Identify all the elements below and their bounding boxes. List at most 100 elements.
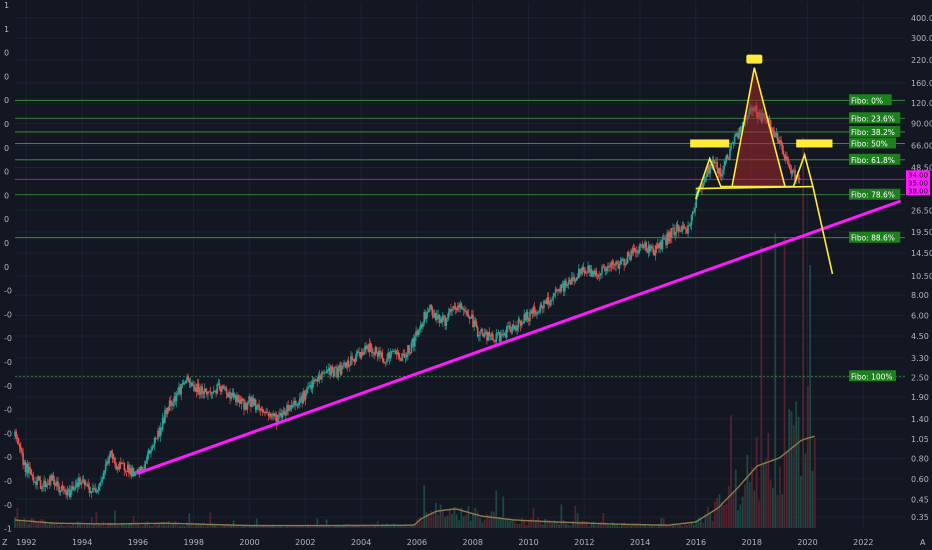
candle-body [537,312,539,314]
volume-bar [325,519,328,528]
volume-bar [248,524,251,528]
candle-body [44,480,47,487]
candle-body [29,467,31,470]
candle-body [435,313,437,321]
projection-line[interactable] [812,186,834,275]
candle-body [56,481,58,487]
candle-body [505,326,508,338]
left-tick-label: 0 [4,72,9,81]
candle-body [640,244,643,246]
left-tick-label: 0 [4,263,9,272]
candle-body [517,319,520,329]
candle-body [113,457,115,459]
candle-body [782,150,785,155]
volume-bar [46,524,49,528]
candle-body [93,487,95,489]
volume-bar [486,514,488,528]
head-and-shoulders-pattern[interactable] [690,54,834,275]
candle-body [705,173,708,177]
candle-body [596,275,599,277]
candle-body [545,301,548,305]
candle-body [250,396,252,408]
candle-body [52,475,55,480]
candle-body [622,258,624,260]
candle-body [662,238,665,240]
candle-body [308,385,310,387]
price-axis[interactable]: 400.00 300.00 220.00 160.00 120.00 90.00 66.00… [911,14,932,522]
volume-bar [723,505,726,528]
volume-bar [420,521,423,528]
candle-body [426,311,429,314]
candle-body [717,168,720,175]
volume-bar [237,524,240,528]
candle-body [616,261,618,264]
trendline[interactable] [136,199,901,475]
candle-body [729,149,731,160]
volume-bar [662,518,665,528]
volume-bar [446,515,449,528]
candle-body [564,280,566,292]
candle-body [528,319,530,322]
auto-scale-icon[interactable]: A [920,538,926,547]
candle-body [457,305,459,311]
candle-body [429,304,431,310]
candle-body [560,284,563,292]
candle-body [638,246,641,253]
volume-bar [604,522,607,528]
neckline[interactable] [695,185,813,190]
candle-body [574,280,577,282]
candle-body [228,392,230,397]
candle-body [353,359,356,362]
volume-bar [418,517,421,528]
candle-body [736,133,738,135]
candle-body [344,362,346,364]
candle-body [215,390,217,394]
left-tick-label: -0 [4,310,12,319]
left-shoulder[interactable] [694,156,733,200]
candle-body [777,141,780,144]
candle-body [33,481,36,483]
fibonacci-label: Fibo: 0% [851,96,883,105]
candle-body [328,367,330,372]
candle-body [200,386,202,395]
head-triangle[interactable] [731,67,787,188]
volume-bar [669,525,672,528]
candle-body [175,394,178,402]
zoom-icon[interactable]: Z [2,538,8,547]
fibonacci-label-bg [849,112,901,124]
candle-body [325,370,328,373]
candle-body [310,385,313,389]
candle-body [438,314,441,323]
candle-body [593,271,595,275]
fibonacci-label: Fibo: 78.6% [851,191,895,200]
candle-body [450,309,452,312]
fibonacci-label-bg [849,137,896,149]
candle-body [550,299,552,306]
candle-body [586,272,588,274]
left-tick-label: 0 [4,120,9,129]
candle-body [165,410,167,414]
volume-bar [758,500,760,528]
candle-body [332,369,335,377]
candle-body [587,265,589,273]
candle-body [108,456,110,464]
candle-body [627,252,630,257]
left-tick-label: -0 [4,429,12,438]
candle-body [80,483,83,485]
volume-bar [132,515,135,528]
candle-body [768,118,771,121]
candle-body [455,308,458,311]
candle-body [461,308,464,310]
candle-body [206,391,208,395]
candle-body [416,331,419,335]
time-axis[interactable]: 1992 1994 1996 1998 2000 2002 2004 2006 2008 2010… [16,538,873,547]
volume-bar [611,522,614,528]
volume-bar [530,518,533,528]
volume-bar [534,522,537,528]
volume-bar [655,526,658,528]
fibonacci-label-bg [849,153,901,165]
candle-body [153,438,156,446]
candle-body [36,480,38,485]
